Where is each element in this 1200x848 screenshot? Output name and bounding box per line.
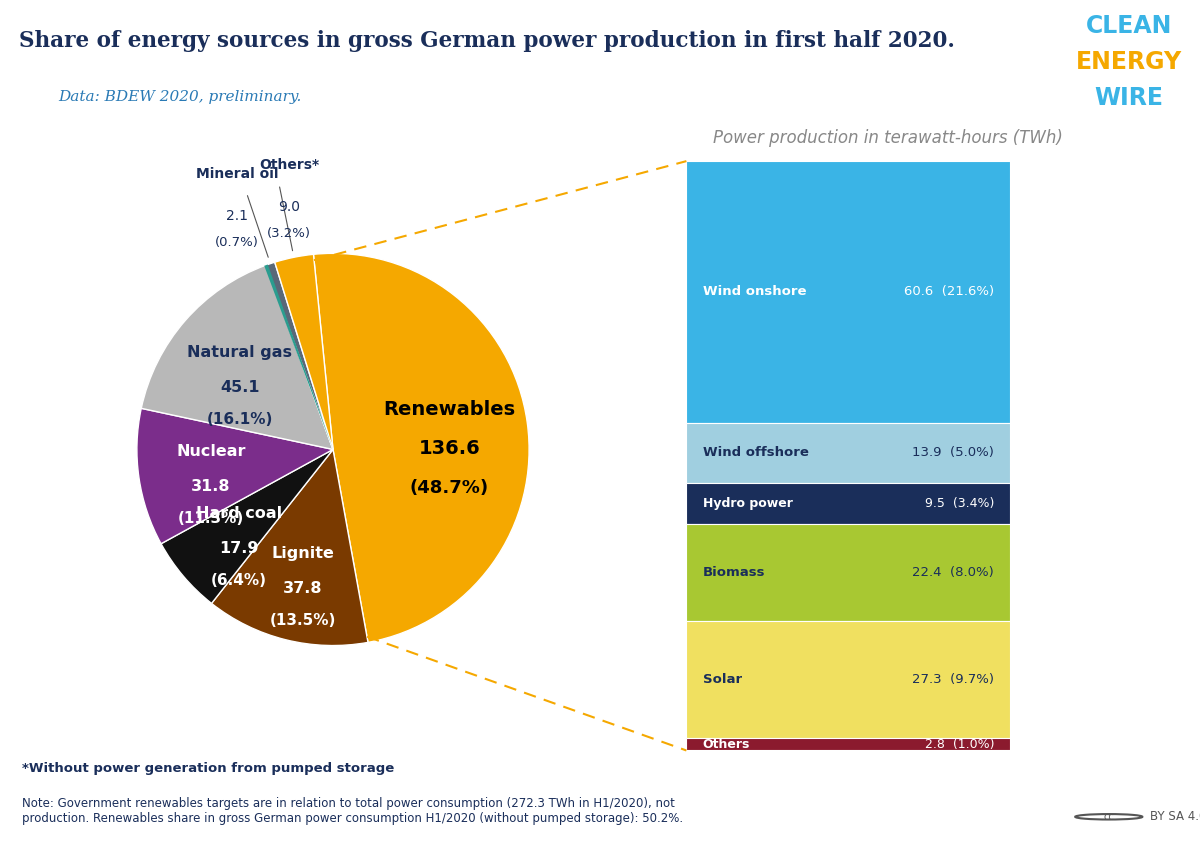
Text: cc: cc: [1104, 812, 1114, 822]
Text: Biomass: Biomass: [703, 566, 766, 578]
Text: ENERGY: ENERGY: [1076, 50, 1182, 74]
Bar: [686, 483, 1010, 524]
Bar: [686, 423, 1010, 483]
Bar: [686, 524, 1010, 621]
Text: (16.1%): (16.1%): [206, 412, 274, 427]
Text: Wind onshore: Wind onshore: [703, 286, 806, 298]
Text: Note: Government renewables targets are in relation to total power consumption (: Note: Government renewables targets are …: [22, 797, 683, 825]
Text: Solar: Solar: [703, 673, 742, 686]
Text: (0.7%): (0.7%): [215, 236, 259, 249]
Wedge shape: [264, 265, 334, 449]
Text: WIRE: WIRE: [1094, 86, 1164, 109]
Text: 60.6  (21.6%): 60.6 (21.6%): [904, 286, 995, 298]
Text: CLEAN: CLEAN: [1086, 14, 1172, 38]
Text: 136.6: 136.6: [419, 439, 480, 458]
Text: 2.8  (1.0%): 2.8 (1.0%): [925, 738, 995, 751]
Bar: [686, 161, 1010, 423]
Text: 17.9: 17.9: [218, 541, 258, 556]
Wedge shape: [161, 449, 334, 604]
Text: 9.5  (3.4%): 9.5 (3.4%): [925, 497, 995, 510]
Text: BY SA 4.0: BY SA 4.0: [1150, 811, 1200, 823]
Text: (48.7%): (48.7%): [410, 479, 490, 497]
Text: Mineral oil: Mineral oil: [196, 167, 278, 181]
Wedge shape: [142, 265, 334, 449]
Bar: [686, 621, 1010, 739]
Text: 27.3  (9.7%): 27.3 (9.7%): [912, 673, 995, 686]
Wedge shape: [313, 254, 529, 643]
Wedge shape: [275, 254, 334, 449]
Text: Renewables: Renewables: [384, 400, 516, 419]
Text: Share of energy sources in gross German power production in first half 2020.: Share of energy sources in gross German …: [19, 31, 955, 52]
Text: Others*: Others*: [259, 159, 319, 172]
Text: Hard coal: Hard coal: [196, 506, 282, 521]
Wedge shape: [137, 409, 334, 544]
Wedge shape: [211, 449, 368, 645]
Text: Wind offshore: Wind offshore: [703, 446, 809, 460]
Text: (13.5%): (13.5%): [270, 613, 336, 628]
Text: Nuclear: Nuclear: [176, 444, 246, 459]
Text: 45.1: 45.1: [220, 381, 259, 395]
Bar: [686, 739, 1010, 750]
Text: Data: BDEW 2020, preliminary.: Data: BDEW 2020, preliminary.: [59, 91, 301, 104]
Text: 2.1: 2.1: [226, 209, 247, 223]
Text: 13.9  (5.0%): 13.9 (5.0%): [912, 446, 995, 460]
Text: Lignite: Lignite: [271, 546, 335, 561]
Text: 22.4  (8.0%): 22.4 (8.0%): [912, 566, 995, 578]
Text: 37.8: 37.8: [283, 582, 323, 596]
Text: Natural gas: Natural gas: [187, 345, 293, 360]
Text: (11.3%): (11.3%): [178, 510, 244, 526]
Text: (3.2%): (3.2%): [266, 227, 311, 240]
Text: Hydro power: Hydro power: [703, 497, 792, 510]
Text: *Without power generation from pumped storage: *Without power generation from pumped st…: [22, 762, 394, 775]
Text: Power production in terawatt-hours (TWh): Power production in terawatt-hours (TWh): [713, 129, 1063, 148]
Text: Others: Others: [703, 738, 750, 751]
Text: 31.8: 31.8: [191, 479, 230, 494]
Text: (6.4%): (6.4%): [211, 572, 266, 588]
Wedge shape: [266, 262, 334, 449]
Text: 9.0: 9.0: [278, 200, 300, 214]
